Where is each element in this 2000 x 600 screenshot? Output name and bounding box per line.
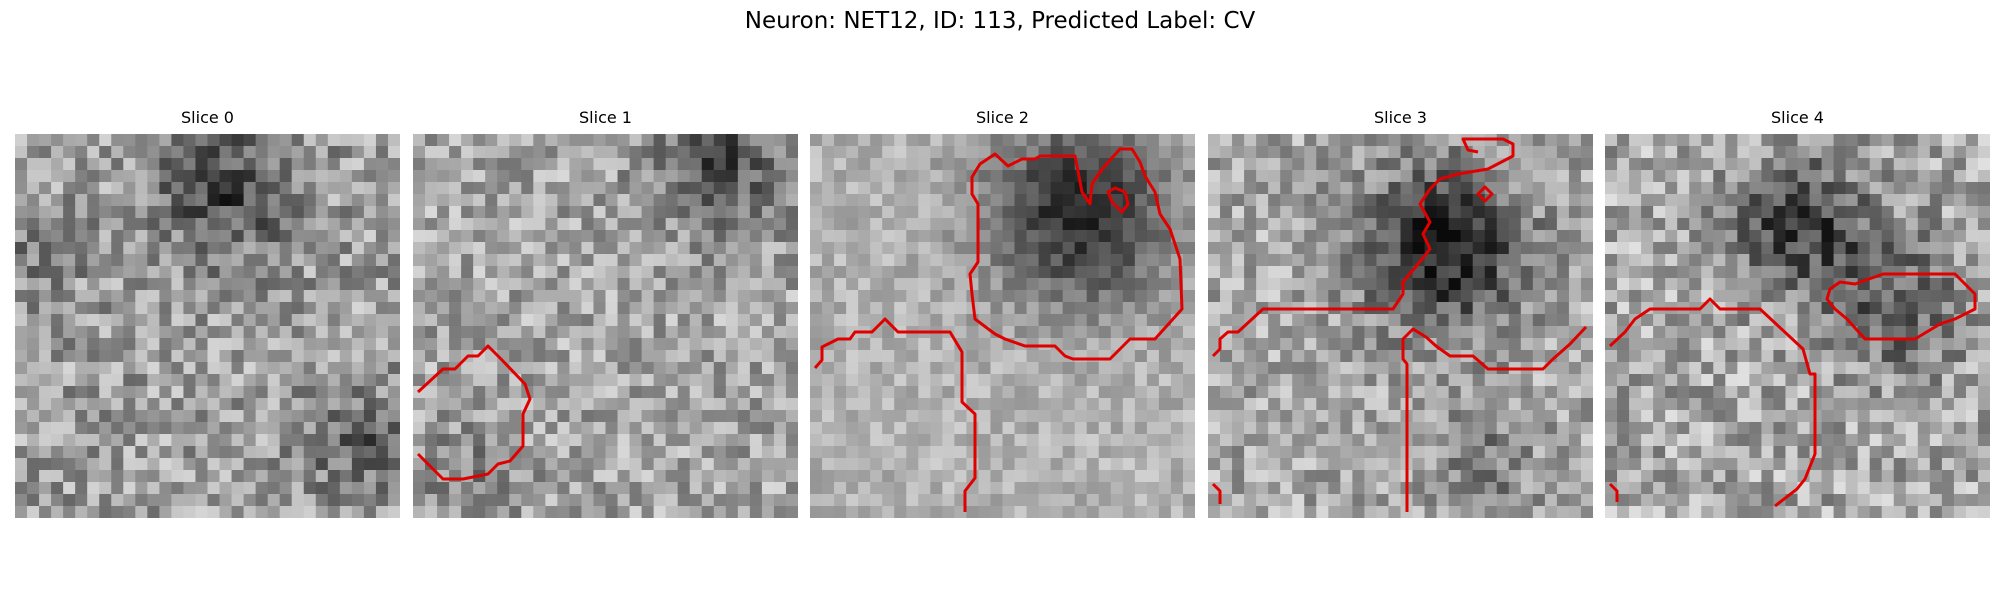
contour-3c [1476, 185, 1494, 203]
contour-3b [1401, 325, 1588, 512]
slice-title-4: Slice 4 [1771, 108, 1824, 127]
slice-title-3: Slice 3 [1374, 108, 1427, 127]
slice-image-3 [1208, 134, 1593, 518]
contour-4b [1825, 272, 1977, 341]
slice-title-0: Slice 0 [181, 108, 234, 127]
slice-title-2: Slice 2 [976, 108, 1029, 127]
contour-4c [1608, 482, 1619, 502]
slice-image-0 [15, 134, 400, 518]
figure-title: Neuron: NET12, ID: 113, Predicted Label:… [744, 8, 1256, 34]
slice-image-1 [413, 134, 798, 518]
contour-3d [1211, 482, 1222, 504]
contour-2b [968, 147, 1184, 361]
contour-2a [813, 317, 977, 512]
slice-image-2 [810, 134, 1195, 518]
contour-2c [1106, 186, 1130, 214]
contour-4a [1608, 297, 1817, 508]
slice-title-1: Slice 1 [579, 108, 632, 127]
slice-image-4 [1605, 134, 1990, 518]
contour-3a [1211, 137, 1515, 358]
contour-1a [416, 344, 532, 481]
